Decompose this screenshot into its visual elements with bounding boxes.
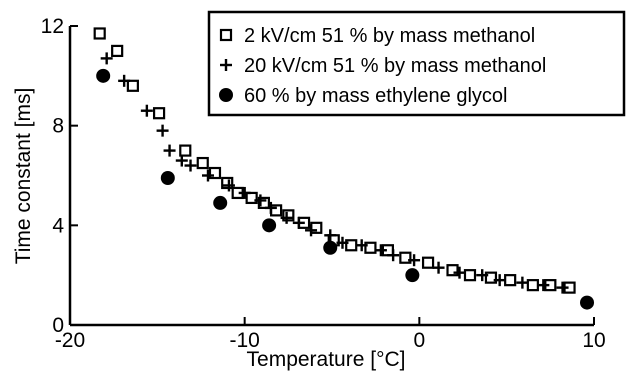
data-point: [201, 169, 214, 182]
legend-entries: 2 kV/cm 51 % by mass methanol 20 kV/cm 51…: [219, 25, 546, 107]
data-point: [453, 266, 466, 279]
axes: [68, 26, 594, 327]
legend-label: 20 kV/cm 51 % by mass methanol: [244, 55, 546, 77]
y-tick-label: 0: [52, 314, 64, 337]
data-point: [493, 274, 506, 287]
data-marks: [93, 27, 595, 310]
data-point: [556, 281, 569, 294]
data-point: [280, 211, 293, 224]
x-tick-label: -20: [55, 329, 85, 352]
legend-label: 60 % by mass ethylene glycol: [244, 85, 507, 107]
x-tick-label: -10: [229, 329, 259, 352]
data-point: [245, 191, 258, 205]
data-point: [118, 74, 131, 87]
data-point: [100, 52, 113, 65]
data-point: [111, 44, 124, 58]
data-point: [140, 104, 153, 117]
y-tick-label: 8: [52, 115, 64, 138]
data-point: [152, 107, 166, 120]
x-tick-label: 10: [582, 329, 605, 352]
data-point: [446, 264, 459, 277]
legend-label: 2 kV/cm 51 % by mass methanol: [244, 25, 535, 47]
data-point: [238, 186, 251, 199]
ticks: -20 -10 0 10 0 4 8 12: [41, 15, 606, 352]
data-point: [323, 240, 338, 255]
data-point: [282, 209, 295, 222]
data-point: [257, 196, 270, 210]
y-axis-title: Time constant [ms]: [12, 88, 35, 265]
data-point: [264, 201, 277, 214]
data-point: [399, 251, 412, 264]
x-axis-title: Temperature [°C]: [247, 348, 406, 371]
data-point: [196, 156, 209, 170]
data-point: [184, 159, 197, 172]
data-point: [156, 124, 169, 137]
data-point: [432, 261, 445, 274]
legend-box: [207, 10, 626, 117]
data-point: [516, 276, 529, 289]
data-point: [408, 254, 421, 267]
data-point: [537, 279, 550, 292]
data-point: [387, 249, 400, 262]
legend-marker: [219, 28, 233, 42]
data-point: [463, 269, 477, 282]
data-point: [355, 239, 368, 252]
y-tick-label: 12: [41, 15, 64, 38]
data-point: [222, 179, 235, 192]
data-point: [179, 144, 192, 157]
series-2: [100, 52, 569, 294]
series-3: [96, 68, 595, 310]
data-point: [405, 268, 420, 283]
y-tick-label: 4: [52, 214, 64, 237]
data-point: [175, 154, 188, 167]
data-point: [504, 274, 517, 287]
data-point: [221, 176, 234, 190]
data-point: [163, 144, 176, 157]
data-point: [96, 68, 111, 83]
data-point: [305, 224, 318, 237]
data-point: [476, 269, 489, 282]
data-point: [160, 170, 175, 185]
data-point: [93, 27, 106, 40]
data-point: [526, 279, 539, 292]
data-point: [126, 79, 139, 92]
data-point: [213, 195, 228, 210]
data-point: [262, 218, 277, 233]
data-point: [580, 295, 595, 310]
data-point: [364, 241, 377, 254]
data-point: [254, 194, 267, 207]
data-point: [292, 216, 305, 229]
data-point: [374, 244, 387, 257]
legend-marker: [220, 59, 232, 71]
legend: 2 kV/cm 51 % by mass methanol 20 kV/cm 51…: [207, 10, 626, 117]
data-point: [336, 236, 349, 249]
data-point: [484, 271, 498, 284]
legend-marker: [219, 88, 233, 102]
data-point: [208, 166, 222, 180]
x-tick-label: 0: [413, 329, 425, 352]
series-1: [93, 27, 576, 294]
data-point: [324, 229, 337, 242]
data-point: [421, 256, 435, 269]
